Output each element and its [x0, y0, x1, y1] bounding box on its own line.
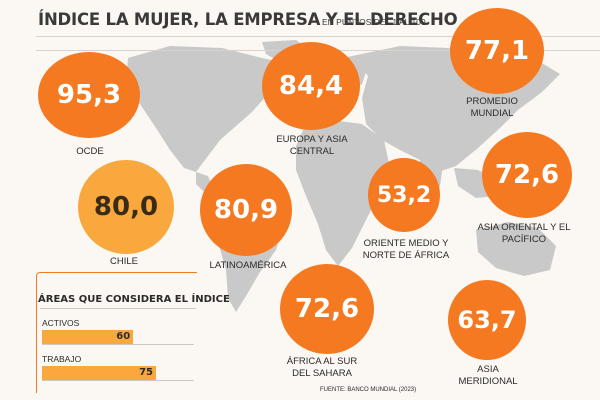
areas-panel [36, 272, 197, 393]
title-rule [36, 36, 600, 37]
chart-subtitle: EN PUNTOS DEL 1 AL 100 [322, 17, 426, 27]
source-note: FUENTE: BANCO MUNDIAL (2023) [320, 387, 417, 393]
area-bar-trabajo: 75 [42, 366, 156, 380]
area-bar-track-trabajo: 75 [42, 366, 194, 381]
map-australia [476, 222, 556, 276]
areas-panel-title: ÁREAS QUE CONSIDERA EL ÍNDICE [38, 294, 230, 305]
area-bar-track-activos: 60 [42, 330, 194, 345]
label-promedio-mundial: PROMEDIO MUNDIAL [466, 96, 518, 119]
map-north-america [126, 46, 300, 172]
label-asia-oriental: ASIA ORIENTAL Y EL PACÍFICO [477, 222, 571, 245]
area-bar-activos: 60 [42, 330, 134, 344]
label-europa-asia-central: EUROPA Y ASIA CENTRAL [276, 134, 348, 157]
bubble-africa-sur-sahara: 72,6 [280, 264, 374, 354]
label-latinoamerica: LATINOAMÉRICA [209, 260, 287, 271]
bubble-europa-asia-central: 84,4 [262, 42, 360, 130]
chart-title: ÍNDICE LA MUJER, LA EMPRESA Y EL DERECHO [38, 10, 458, 29]
label-asia-meridional: ASIA MERIDIONAL [458, 364, 518, 387]
area-label-trabajo: TRABAJO [42, 354, 82, 364]
area-label-activos: ACTIVOS [42, 318, 80, 328]
map-africa [296, 120, 390, 266]
label-africa-sur-sahara: ÁFRICA AL SUR DEL SAHARA [286, 356, 358, 379]
bubble-oriente-medio: 53,2 [368, 158, 440, 232]
area-value-activos: 60 [116, 331, 131, 342]
label-chile: CHILE [110, 256, 138, 267]
label-oriente-medio: ORIENTE MEDIO Y NORTE DE ÁFRICA [362, 238, 450, 261]
area-value-trabajo: 75 [139, 367, 153, 378]
bubble-ocde: 95,3 [38, 52, 140, 138]
bubble-promedio-mundial: 77,1 [450, 8, 544, 94]
bubble-latinoamerica: 80,9 [200, 164, 292, 256]
bubble-asia-meridional: 63,7 [448, 280, 526, 360]
bubble-chile: 80,0 [78, 160, 174, 254]
label-ocde: OCDE [76, 146, 104, 157]
areas-panel-rule [40, 308, 196, 309]
bubble-asia-oriental: 72,6 [482, 132, 572, 218]
